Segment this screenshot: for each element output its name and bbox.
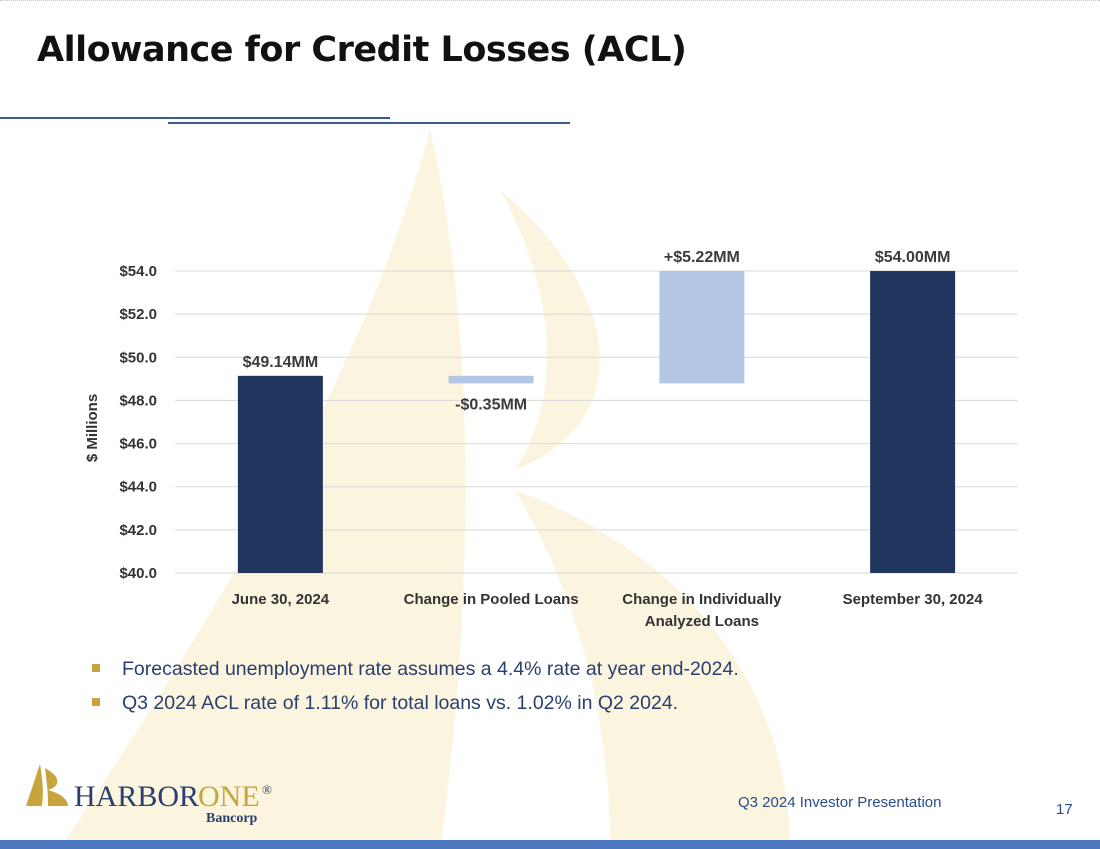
watermark-sail-lower: [515, 490, 790, 849]
y-tick-label: $48.0: [119, 392, 157, 409]
logo-sail-icon-2: [45, 768, 68, 806]
logo-sail-icon: [26, 764, 43, 806]
footer-presentation-title: Q3 2024 Investor Presentation: [738, 794, 942, 811]
data-label: +$5.22MM: [664, 249, 740, 266]
x-category-label: September 30, 2024: [843, 591, 984, 608]
bullet-square-icon: [92, 664, 100, 672]
data-label: -$0.35MM: [455, 396, 527, 413]
y-tick-label: $46.0: [119, 436, 157, 453]
title-underline-2: [168, 122, 570, 124]
x-category-label: June 30, 2024: [232, 591, 330, 608]
bullet-item: Q3 2024 ACL rate of 1.11% for total loan…: [92, 686, 739, 720]
watermark-sail-left: [60, 130, 466, 849]
page-number: 17: [1056, 801, 1073, 818]
bar-delta: [659, 271, 745, 384]
logo-name-part2: ONE: [198, 780, 260, 813]
bottom-bar: [0, 840, 1100, 849]
x-category-label: Analyzed Loans: [645, 613, 759, 630]
top-dotted-border: [0, 0, 1100, 1]
bullet-square-icon: [92, 698, 100, 706]
logo-registered-mark: ®: [262, 782, 272, 797]
bullet-text: Forecasted unemployment rate assumes a 4…: [122, 658, 739, 680]
y-tick-label: $52.0: [119, 306, 157, 323]
y-tick-label: $50.0: [119, 349, 157, 366]
logo-name-part1: HARBOR: [74, 780, 199, 813]
bar-total: [237, 375, 323, 573]
page-title: Allowance for Credit Losses (ACL): [37, 30, 687, 70]
bar-delta: [448, 375, 534, 384]
data-label: $54.00MM: [875, 249, 951, 266]
y-axis-label: $ Millions: [84, 394, 101, 462]
bullet-list: Forecasted unemployment rate assumes a 4…: [92, 652, 739, 720]
bullet-item: Forecasted unemployment rate assumes a 4…: [92, 652, 739, 686]
title-underline-1: [0, 117, 390, 119]
company-logo: HARBOR ONE ® Bancorp: [26, 764, 272, 826]
x-category-label: Change in Individually: [622, 591, 782, 608]
logo-subtitle: Bancorp: [206, 811, 258, 826]
y-tick-label: $42.0: [119, 522, 157, 539]
data-label: $49.14MM: [243, 354, 319, 371]
bar-total: [870, 271, 956, 573]
y-tick-label: $54.0: [119, 263, 157, 280]
y-tick-label: $44.0: [119, 479, 157, 496]
bullet-text: Q3 2024 ACL rate of 1.11% for total loan…: [122, 692, 679, 714]
x-category-label: Change in Pooled Loans: [404, 591, 579, 608]
y-tick-label: $40.0: [119, 565, 157, 582]
